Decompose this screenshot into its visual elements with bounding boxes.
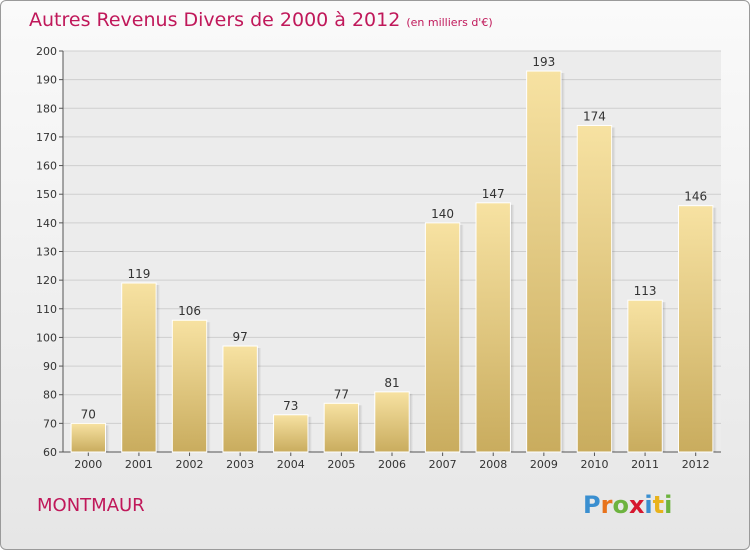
bar-shadow (662, 302, 667, 452)
bar (273, 414, 309, 453)
bar-shadow (712, 207, 717, 452)
y-tick-label: 60 (43, 446, 57, 459)
y-tick-label: 80 (43, 389, 57, 402)
y-tick-label: 70 (43, 417, 57, 430)
bar-value-label: 77 (334, 387, 349, 401)
bar-shadow (206, 322, 211, 452)
bar (424, 222, 461, 453)
logo-letter: r (600, 491, 613, 519)
y-tick-label: 160 (36, 160, 57, 173)
axes: 60 70 80 90 100 110 120 130 140 150 160 170 180 190 20… (36, 45, 721, 471)
value-labels: 70 119 106 97 73 77 81 140 147 193 174 113 146 (81, 55, 707, 421)
logo-letter: i (664, 491, 673, 519)
y-tick-label: 170 (36, 131, 57, 144)
bar-value-label: 119 (127, 267, 150, 281)
bar (475, 202, 511, 453)
bar-value-label: 193 (532, 55, 555, 69)
bar (70, 422, 107, 453)
x-tick-label: 2009 (530, 458, 558, 471)
bar-value-label: 97 (233, 330, 248, 344)
bars (70, 70, 717, 453)
bar-shadow (459, 224, 464, 452)
chart-unit-text: (en milliers d'€) (406, 16, 493, 29)
logo-letter: i (644, 491, 653, 519)
bar-value-label: 106 (178, 304, 201, 318)
bar (677, 205, 714, 453)
logo-letter: t (652, 491, 665, 519)
y-tick-label: 150 (36, 188, 57, 201)
x-tick-label: 2003 (226, 458, 254, 471)
bar-shadow (561, 73, 566, 453)
bar (627, 299, 663, 453)
logo-letter: o (612, 491, 629, 519)
x-tick-label: 2011 (631, 458, 659, 471)
y-tick-label: 180 (36, 102, 57, 115)
y-tick-label: 140 (36, 217, 57, 230)
bar-shadow (105, 425, 110, 452)
bar (526, 70, 562, 453)
bar (323, 402, 360, 453)
bar-shadow (611, 127, 616, 452)
bar-value-label: 81 (384, 376, 399, 390)
x-tick-label: 2005 (327, 458, 355, 471)
y-tick-label: 200 (36, 45, 57, 58)
y-tick-label: 100 (36, 331, 57, 344)
bar (576, 124, 613, 453)
bar-shadow (257, 348, 262, 452)
x-tick-label: 2010 (580, 458, 608, 471)
bar-shadow (307, 416, 312, 452)
bar-shadow (409, 393, 414, 452)
commune-name: MONTMAUR (37, 495, 145, 516)
y-tick-label: 110 (36, 303, 57, 316)
bar-value-label: 147 (482, 187, 505, 201)
bar-value-label: 146 (684, 190, 707, 204)
x-tick-label: 2004 (277, 458, 305, 471)
x-tick-label: 2001 (125, 458, 153, 471)
bar-value-label: 140 (431, 207, 454, 221)
x-tick-label: 2008 (479, 458, 507, 471)
y-tick-label: 90 (43, 360, 57, 373)
x-tick-label: 2000 (74, 458, 102, 471)
logo-letter: x (628, 491, 645, 519)
bar (171, 319, 208, 453)
x-tick-label: 2012 (682, 458, 710, 471)
x-tick-label: 2006 (378, 458, 406, 471)
chart-title-text: Autres Revenus Divers de 2000 à 2012 (29, 9, 401, 31)
x-tick-label: 2007 (429, 458, 457, 471)
proxiti-logo: Proxiti (583, 491, 672, 519)
bar-shadow (358, 405, 363, 452)
y-tick-label: 190 (36, 74, 57, 87)
y-tick-label: 130 (36, 246, 57, 259)
bar-value-label: 70 (81, 407, 96, 421)
logo-letter: P (583, 491, 601, 519)
bar-value-label: 113 (634, 284, 657, 298)
bar-shadow (510, 204, 515, 452)
bar (222, 345, 258, 453)
bar-shadow (156, 285, 161, 452)
chart-title: Autres Revenus Divers de 2000 à 2012 (en … (29, 9, 493, 31)
bar (121, 282, 157, 453)
bar-value-label: 73 (283, 399, 298, 413)
x-tick-label: 2002 (176, 458, 204, 471)
y-tick-label: 120 (36, 274, 57, 287)
bar-value-label: 174 (583, 109, 606, 123)
bar (374, 391, 410, 453)
